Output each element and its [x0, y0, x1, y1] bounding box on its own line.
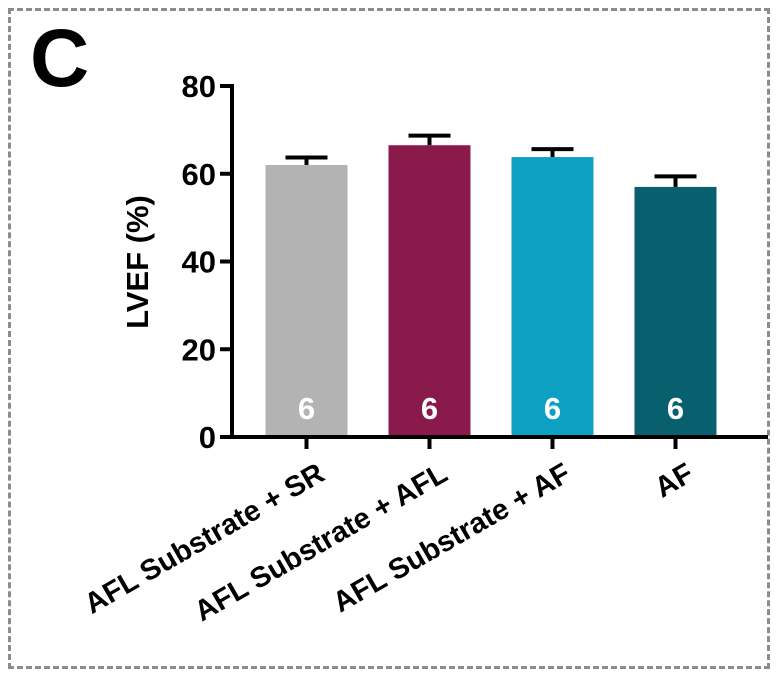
n-label: 6 — [544, 391, 561, 426]
dashed-frame — [8, 8, 770, 669]
y-tick-label: 80 — [182, 69, 216, 104]
y-tick-label: 40 — [182, 245, 216, 280]
panel-label: C — [30, 13, 90, 104]
x-tick-label: AFL Substrate + AF — [328, 457, 576, 619]
error-bars — [285, 133, 697, 187]
x-tick-label: AF — [650, 457, 699, 504]
x-axis — [230, 435, 768, 449]
y-tick-label: 0 — [199, 420, 216, 455]
y-axis: 0 20 40 60 80 — [182, 69, 234, 455]
bar — [388, 145, 471, 435]
bar — [265, 164, 348, 435]
y-axis-label: LVEF (%) — [120, 195, 155, 329]
n-label: 6 — [298, 391, 315, 426]
n-label: 6 — [667, 391, 684, 426]
n-labels: 6 6 6 6 — [298, 391, 684, 426]
bar — [634, 186, 717, 435]
y-tick-label: 20 — [182, 332, 216, 367]
y-tick-label: 60 — [182, 157, 216, 192]
bars — [265, 145, 717, 435]
bar — [511, 157, 594, 435]
n-label: 6 — [421, 391, 438, 426]
